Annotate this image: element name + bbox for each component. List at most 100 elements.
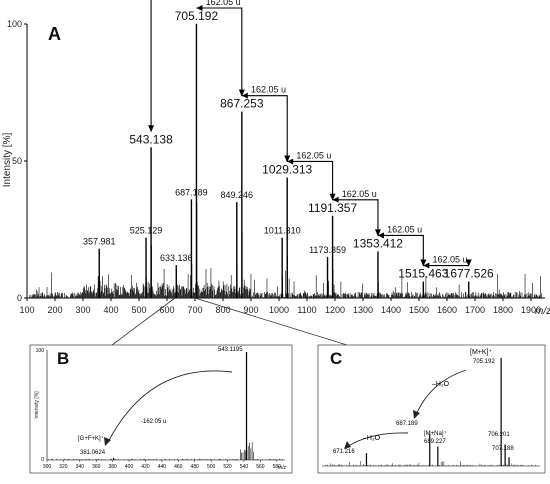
panel-a-label: A (48, 24, 61, 44)
panel-c-loss-label-2: –H₂O (363, 435, 381, 442)
loss-arrowhead (241, 92, 248, 99)
panel-c-peak-label-687: 687.189 (396, 421, 418, 427)
panel-b: B Intensity [%] 100 0 300 320 340 360 380 400… (29, 344, 293, 474)
peak-labels: 357.981 525.129 543.138 633.136 687.189 705.1… (83, 9, 494, 281)
panel-b-frame (29, 344, 293, 474)
panel-b-peaks (48, 352, 283, 460)
panel-b-x-tick-label: 480 (191, 464, 200, 470)
spectrum-noise (29, 268, 543, 298)
x-tick-label: 800 (215, 305, 230, 315)
panel-c-peak-label-705: 705.192 (473, 359, 495, 365)
loss-arrowhead (465, 259, 472, 267)
loss-arrow (196, 7, 243, 96)
panel-c-peak-label-707: 707.188 (492, 446, 514, 452)
x-tick-label: 200 (47, 305, 62, 315)
connector-b (111, 297, 176, 346)
loss-label: 162.05 u (296, 150, 331, 160)
peak-label: 1173.359 (309, 245, 346, 255)
y-tick-label: 50 (12, 156, 22, 166)
panel-b-ylabel: Intensity [%] (34, 391, 40, 419)
panel-b-x-tick-label: 420 (141, 464, 150, 470)
x-tick-label: 1700 (465, 305, 485, 315)
loss-label: 162.05 u (251, 85, 286, 95)
loss-arrowhead (423, 262, 430, 269)
panel-b-peak-label-381: 381.0624 (80, 450, 106, 456)
y-axis-label: Intensity [%] (2, 133, 13, 188)
panel-b-ytick-0: 0 (41, 457, 44, 463)
panel-b-x-tick-label: 540 (240, 464, 249, 470)
panel-c-loss-arrow-1 (415, 369, 467, 416)
loss-arrowhead (420, 259, 427, 267)
loss-arrowhead (374, 229, 381, 237)
panel-b-ion-label: [G+F+K]⁺ (78, 435, 104, 442)
loss-label: 162.05 u (387, 224, 422, 234)
panel-b-x-ticks: 300 320 340 360 380 400 420 440 460 480 500 520 540 5… (43, 460, 281, 470)
panel-c-frame (317, 344, 546, 474)
peak-label: 849.246 (221, 190, 254, 200)
loss-label: 162.05 u (206, 0, 241, 7)
loss-arrowhead (238, 89, 245, 97)
loss-arrowhead (287, 158, 294, 165)
panel-c-loss-arrow-2 (346, 432, 409, 448)
loss-label: 162.05 u (432, 255, 467, 265)
panel-b-x-tick-label: 340 (76, 464, 85, 470)
panel-a: A Intensity [%] 0 50 100 100 200 300 400 500 60… (2, 0, 550, 317)
loss-arrow (332, 199, 379, 236)
peak-label: 1677.526 (444, 267, 494, 281)
panel-c-ion-mk: [M+K]⁺ (470, 349, 492, 356)
panel-b-xlabel: m/z (278, 465, 287, 471)
panel-c-peaks (325, 358, 536, 466)
peak-label: 687.189 (175, 187, 208, 197)
loss-arrow (377, 234, 424, 266)
x-tick-label: 400 (103, 305, 118, 315)
x-axis-label: m/z (535, 306, 550, 317)
panel-b-peak-label-543: 543.1195 (218, 347, 243, 353)
panel-c-arrowhead-1 (413, 410, 420, 419)
panel-c: C [M+K]⁺ 705.192 –H₂O 687.189 [M+Na]⁺ 68… (317, 344, 546, 474)
peak-label: 633.136 (160, 253, 193, 263)
loss-arrowhead (148, 125, 155, 133)
panel-b-ytick-100: 100 (36, 348, 45, 354)
peak-label: 1029.313 (262, 162, 312, 176)
x-tick-label: 1500 (409, 305, 429, 315)
x-tick-label: 1100 (297, 305, 316, 315)
loss-arrowhead (284, 155, 291, 163)
panel-b-label: B (57, 349, 69, 368)
panel-c-peak-label-689: 689.227 (424, 439, 446, 445)
loss-arrowhead (329, 193, 336, 201)
panel-c-ion-mna: [M+Na]⁺ (424, 430, 447, 437)
peak-label: 1353.412 (353, 236, 403, 250)
loss-arrowhead (196, 5, 203, 11)
spectrum-peaks (98, 24, 470, 298)
x-tick-label: 600 (159, 305, 174, 315)
y-tick-label: 100 (7, 19, 22, 29)
x-tick-label: 1800 (493, 305, 513, 315)
x-tick-label: 100 (19, 305, 34, 315)
panel-b-arrowhead (104, 437, 111, 446)
loss-arrow (241, 95, 288, 162)
y-tick-label: 0 (17, 293, 22, 303)
panel-b-x-tick-label: 320 (59, 464, 68, 470)
peak-label: 1191.357 (308, 201, 357, 215)
x-tick-label: 1600 (437, 305, 457, 315)
x-tick-label: 1900 (521, 305, 541, 315)
peak-label: 543.138 (129, 132, 173, 146)
peak-label: 1011.310 (264, 226, 301, 236)
peak-label: 705.192 (175, 9, 219, 23)
panel-b-x-tick-label: 560 (256, 464, 265, 470)
mass-loss-arrows: 162.05 u 162.05 u 162.05 u 162.05 u 162.05 u… (148, 0, 472, 269)
panel-b-x-tick-label: 400 (125, 464, 134, 470)
x-tick-label: 1300 (353, 305, 373, 315)
panel-b-x-tick-label: 580 (273, 464, 282, 470)
panel-c-loss-label-1: –H₂O (432, 381, 450, 388)
loss-arrow (150, 0, 152, 132)
x-tick-label: 500 (131, 305, 146, 315)
x-axis-ticks: 100 200 300 400 500 600 700 800 900 1000 1100 1200 1… (19, 298, 541, 315)
loss-arrowhead (332, 196, 339, 203)
x-tick-label: 300 (75, 305, 90, 315)
panel-b-x-tick-label: 520 (223, 464, 232, 470)
panel-b-x-tick-label: 300 (43, 464, 52, 470)
panel-c-label: C (330, 349, 342, 368)
x-tick-label: 900 (243, 305, 258, 315)
